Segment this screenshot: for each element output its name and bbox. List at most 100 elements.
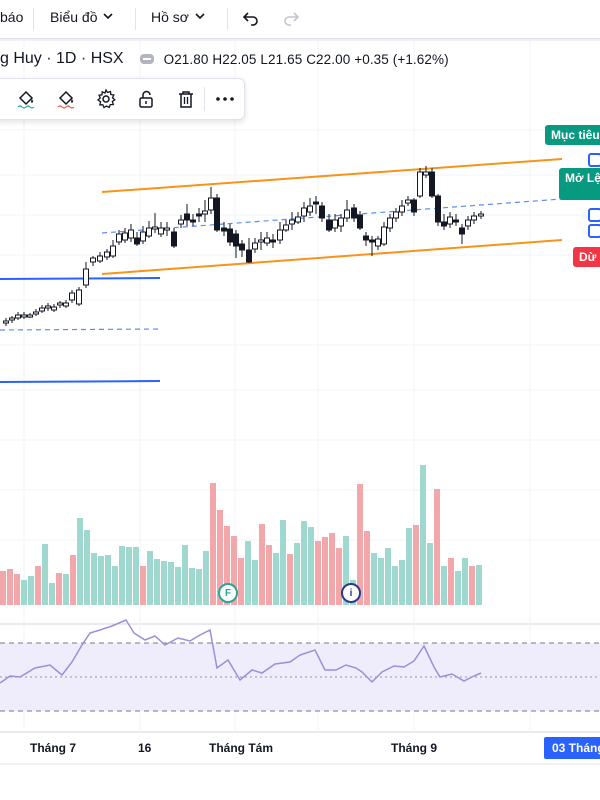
- ohlc-low: L21.65: [260, 51, 303, 67]
- toolbar-divider: [227, 8, 228, 30]
- volume-bar: [231, 536, 237, 605]
- candle-body: [387, 217, 393, 229]
- symbol-legend: g Huy · 1D · HSX O21.80 H22.05 L21.65 C2…: [0, 50, 449, 68]
- target-tag[interactable]: Mục tiêu: [545, 125, 600, 145]
- volume-bar: [385, 548, 391, 605]
- x-axis-label: Tháng 7: [30, 741, 77, 755]
- candle-body: [27, 314, 33, 318]
- candle-body: [76, 289, 82, 305]
- more-icon[interactable]: [213, 87, 237, 111]
- candle-body: [83, 268, 89, 286]
- volume-bar: [119, 546, 125, 605]
- volume-bar: [35, 566, 41, 605]
- entry-tag[interactable]: Mở Lệ: [559, 168, 600, 200]
- candle-body: [184, 213, 190, 221]
- profile-menu-label: Hồ sơ: [151, 9, 189, 25]
- volume-bar: [343, 536, 349, 605]
- fill-bucket-icon[interactable]: [14, 87, 38, 111]
- volume-bar: [77, 518, 83, 605]
- candle-body: [301, 207, 307, 217]
- candle-body: [277, 229, 283, 241]
- toolbar-divider: [204, 87, 205, 111]
- x-axis-label: 16: [138, 741, 152, 755]
- volume-bar: [7, 569, 13, 605]
- candle-body: [313, 201, 319, 205]
- candle-body: [171, 231, 177, 247]
- candle-body: [214, 197, 220, 231]
- drag-handle[interactable]: [588, 153, 600, 167]
- volume-bar: [126, 547, 132, 605]
- volume-bar: [273, 553, 279, 605]
- candle-body: [338, 217, 344, 227]
- candle-body: [21, 314, 27, 318]
- volume-bar: [63, 574, 69, 605]
- candle-body: [152, 226, 158, 230]
- candle-body: [393, 211, 399, 219]
- volume-bar: [147, 551, 153, 605]
- candle-body: [423, 171, 429, 176]
- chevron-down-icon: [103, 12, 114, 23]
- redo-icon[interactable]: [282, 10, 300, 26]
- candle-body: [295, 216, 301, 223]
- profile-menu[interactable]: Hồ sơ: [151, 9, 205, 25]
- volume-bar: [336, 548, 342, 605]
- volume-bar: [378, 558, 384, 605]
- volume-bar: [14, 574, 20, 605]
- ohlc-close: C22.00: [306, 51, 351, 67]
- candle-body: [478, 213, 484, 217]
- candle-body: [326, 219, 332, 231]
- lock-icon[interactable]: [134, 87, 158, 111]
- market-status-icon: [139, 54, 154, 64]
- candle-body: [104, 251, 110, 258]
- candle-body: [429, 171, 435, 197]
- volume-bar: [105, 555, 111, 605]
- candle-body: [264, 237, 270, 244]
- drawing-toolbar: [0, 78, 245, 120]
- candle-body: [405, 199, 411, 204]
- stop-tag[interactable]: Dừ: [573, 247, 600, 267]
- drag-handle[interactable]: [588, 224, 600, 238]
- volume-bar: [427, 543, 433, 605]
- level-line: [0, 277, 161, 280]
- chart-menu-label: Biểu đồ: [50, 9, 98, 25]
- candle-body: [239, 243, 245, 251]
- candle-body: [417, 171, 423, 197]
- volume-bar: [357, 484, 363, 605]
- x-axis-label: Tháng Tám: [209, 741, 274, 755]
- drag-handle[interactable]: [588, 208, 600, 222]
- chart-menu[interactable]: Biểu đồ: [50, 9, 114, 25]
- candle-body: [453, 219, 459, 223]
- candle-body: [258, 239, 264, 243]
- candle-body: [381, 226, 387, 245]
- undo-icon[interactable]: [242, 10, 260, 26]
- candle-body: [399, 205, 405, 213]
- info-event-icon[interactable]: i: [341, 583, 361, 603]
- symbol-title[interactable]: g Huy · 1D · HSX: [0, 50, 124, 67]
- volume-bar: [196, 569, 202, 605]
- volume-bar: [406, 528, 412, 605]
- candle-body: [51, 306, 57, 311]
- candle-body: [435, 195, 441, 223]
- candle-body: [270, 239, 276, 243]
- volume-bar: [168, 562, 174, 605]
- volume-bar: [280, 520, 286, 605]
- volume-bar: [224, 526, 230, 605]
- volume-bar: [84, 530, 90, 605]
- volume-bar: [238, 558, 244, 605]
- settings-gear-icon[interactable]: [94, 87, 118, 111]
- fill-bucket-icon[interactable]: [54, 87, 78, 111]
- candle-body: [140, 231, 146, 242]
- candle-body: [375, 238, 381, 247]
- volume-bar: [70, 555, 76, 605]
- candle-body: [164, 227, 170, 231]
- candle-body: [146, 227, 152, 237]
- alerts-label: báo: [0, 9, 24, 25]
- candle-body: [344, 209, 350, 219]
- volume-bar: [322, 537, 328, 605]
- top-toolbar: báo Biểu đồ Hồ sơ: [0, 0, 600, 39]
- trash-icon[interactable]: [174, 87, 198, 111]
- financial-event-icon[interactable]: F: [218, 583, 238, 603]
- volume-bar: [217, 510, 223, 605]
- alerts-menu[interactable]: báo: [0, 9, 23, 25]
